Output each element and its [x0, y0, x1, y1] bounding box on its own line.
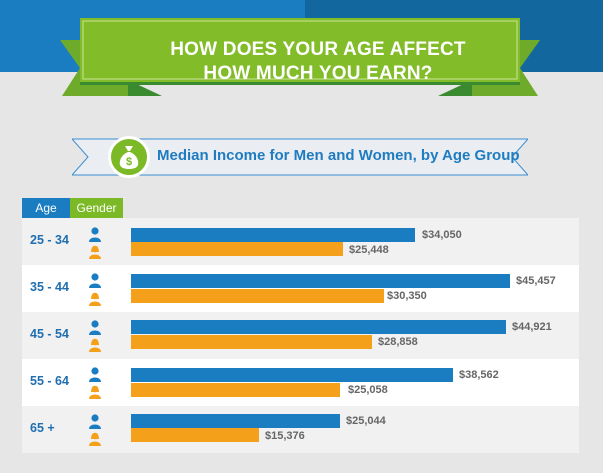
men-income-bar	[131, 320, 506, 334]
title-line-1: HOW DOES YOUR AGE AFFECT	[170, 39, 466, 60]
title-ribbon: HOW DOES YOUR AGE AFFECT HOW MUCH YOU EA…	[50, 18, 550, 100]
female-icon	[89, 432, 101, 446]
male-icon	[89, 414, 101, 429]
table-row: 65 + $25,044 $15,376	[22, 406, 579, 453]
age-group-label: 45 - 54	[30, 327, 69, 341]
female-icon	[89, 245, 101, 259]
women-income-value: $28,858	[378, 336, 418, 348]
women-income-value: $15,376	[265, 430, 305, 442]
men-income-value: $45,457	[516, 275, 556, 287]
table-row: 35 - 44 $45,457 $30,350	[22, 265, 579, 312]
men-income-value: $25,044	[346, 415, 386, 427]
male-icon	[89, 227, 101, 242]
chart-subtitle: Median Income for Men and Women, by Age …	[157, 147, 520, 164]
column-header-gender: Gender	[70, 198, 123, 218]
female-icon	[89, 385, 101, 399]
women-income-bar	[131, 242, 343, 256]
svg-text:$: $	[126, 156, 132, 168]
column-header-age: Age	[22, 198, 70, 218]
male-icon	[89, 273, 101, 288]
female-icon	[89, 338, 101, 352]
men-income-bar	[131, 414, 340, 428]
female-icon	[89, 292, 101, 306]
subtitle-ribbon: $ Median Income for Men and Women, by Ag…	[72, 136, 528, 178]
male-icon	[89, 320, 101, 335]
women-income-value: $30,350	[387, 290, 427, 302]
men-income-bar	[131, 228, 415, 242]
women-income-bar	[131, 383, 340, 397]
men-income-value: $44,921	[512, 321, 552, 333]
women-income-bar	[131, 428, 259, 442]
men-income-value: $38,562	[459, 369, 499, 381]
men-income-value: $34,050	[422, 229, 462, 241]
women-income-bar	[131, 289, 384, 303]
women-income-bar	[131, 335, 372, 349]
age-group-label: 65 +	[30, 421, 55, 435]
table-row: 45 - 54 $44,921 $28,858	[22, 312, 579, 359]
women-income-value: $25,448	[349, 244, 389, 256]
age-group-label: 25 - 34	[30, 233, 69, 247]
age-group-label: 55 - 64	[30, 374, 69, 388]
men-income-bar	[131, 274, 510, 288]
money-bag-icon: $	[108, 136, 150, 178]
table-row: 25 - 34 $34,050 $25,448	[22, 218, 579, 265]
page-title: HOW DOES YOUR AGE AFFECT HOW MUCH YOU EA…	[128, 38, 508, 98]
men-income-bar	[131, 368, 453, 382]
age-group-label: 35 - 44	[30, 280, 69, 294]
income-chart-table: 25 - 34 $34,050 $25,448 35 - 44 $45,457 …	[22, 218, 579, 453]
table-row: 55 - 64 $38,562 $25,058	[22, 359, 579, 406]
title-line-2: HOW MUCH YOU EARN?	[203, 63, 433, 84]
male-icon	[89, 367, 101, 382]
women-income-value: $25,058	[348, 384, 388, 396]
